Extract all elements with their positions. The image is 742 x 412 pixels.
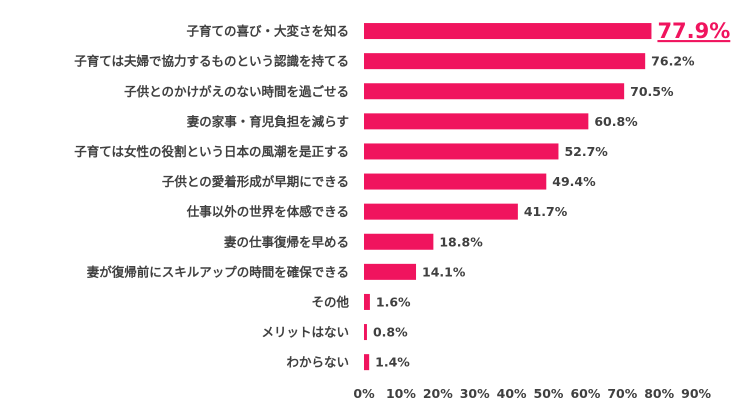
category-label: 仕事以外の世界を体感できる [186,204,349,219]
category-label: わからない [286,355,349,370]
value-label: 14.1% [422,264,466,279]
bar [364,324,367,341]
bar [364,53,646,70]
value-label: 18.8% [439,234,483,249]
bars [364,23,652,371]
value-label: 1.4% [375,355,410,370]
value-label: 49.4% [552,174,596,189]
category-label: 子育ての喜び・大変さを知る [186,24,349,39]
category-label: 妻の仕事復帰を早める [224,234,349,249]
category-label: 子育ては女性の役割という日本の風潮を是正する [74,144,349,159]
bar [364,263,417,280]
bar [364,203,518,220]
x-tick-label: 70% [607,386,637,401]
x-axis-ticks: 0% 10% 20% 30% 40% 50% 60% 70% 80% 90% [353,386,711,401]
x-tick-label: 60% [570,386,600,401]
x-tick-label: 30% [460,386,490,401]
x-tick-label: 0% [353,386,375,401]
category-label: 子育ては夫婦で協力するものという認識を持てる [74,54,349,69]
x-tick-label: 90% [681,386,711,401]
value-label: 70.5% [630,84,674,99]
category-label: メリットはない [261,325,349,340]
category-label: 妻の家事・育児負担を減らす [187,114,349,129]
bar [364,83,625,100]
bar [364,113,589,130]
bar [364,143,559,160]
x-tick-label: 20% [423,386,453,401]
bar [364,354,370,371]
x-tick-label: 80% [644,386,674,401]
value-label: 41.7% [524,204,568,219]
value-label: 0.8% [373,325,408,340]
value-label: 76.2% [651,54,695,69]
highlighted-value-label: 77.9% [657,19,730,43]
x-tick-label: 10% [386,386,416,401]
value-label: 52.7% [564,144,608,159]
x-tick-label: 40% [497,386,527,401]
category-label: 子供とのかけがえのない時間を過ごせる [124,84,349,99]
bar [364,293,370,310]
value-label: 60.8% [594,114,638,129]
value-label: 1.6% [376,294,411,309]
bar [364,23,652,40]
bar [364,233,434,250]
category-label: 子供との愛着形成が早期にできる [162,174,349,189]
value-labels: 77.9% 76.2% 70.5% 60.8% 52.7% 49.4% 41.7% 18.8%… [373,19,730,370]
x-tick-label: 50% [534,386,564,401]
category-labels: 子育ての喜び・大変さを知る子育ては夫婦で協力するものという認識を持てる子供とのか… [74,24,349,370]
category-label: その他 [311,294,349,309]
category-label: 妻が復帰前にスキルアップの時間を確保できる [87,264,349,279]
bar [364,173,547,190]
